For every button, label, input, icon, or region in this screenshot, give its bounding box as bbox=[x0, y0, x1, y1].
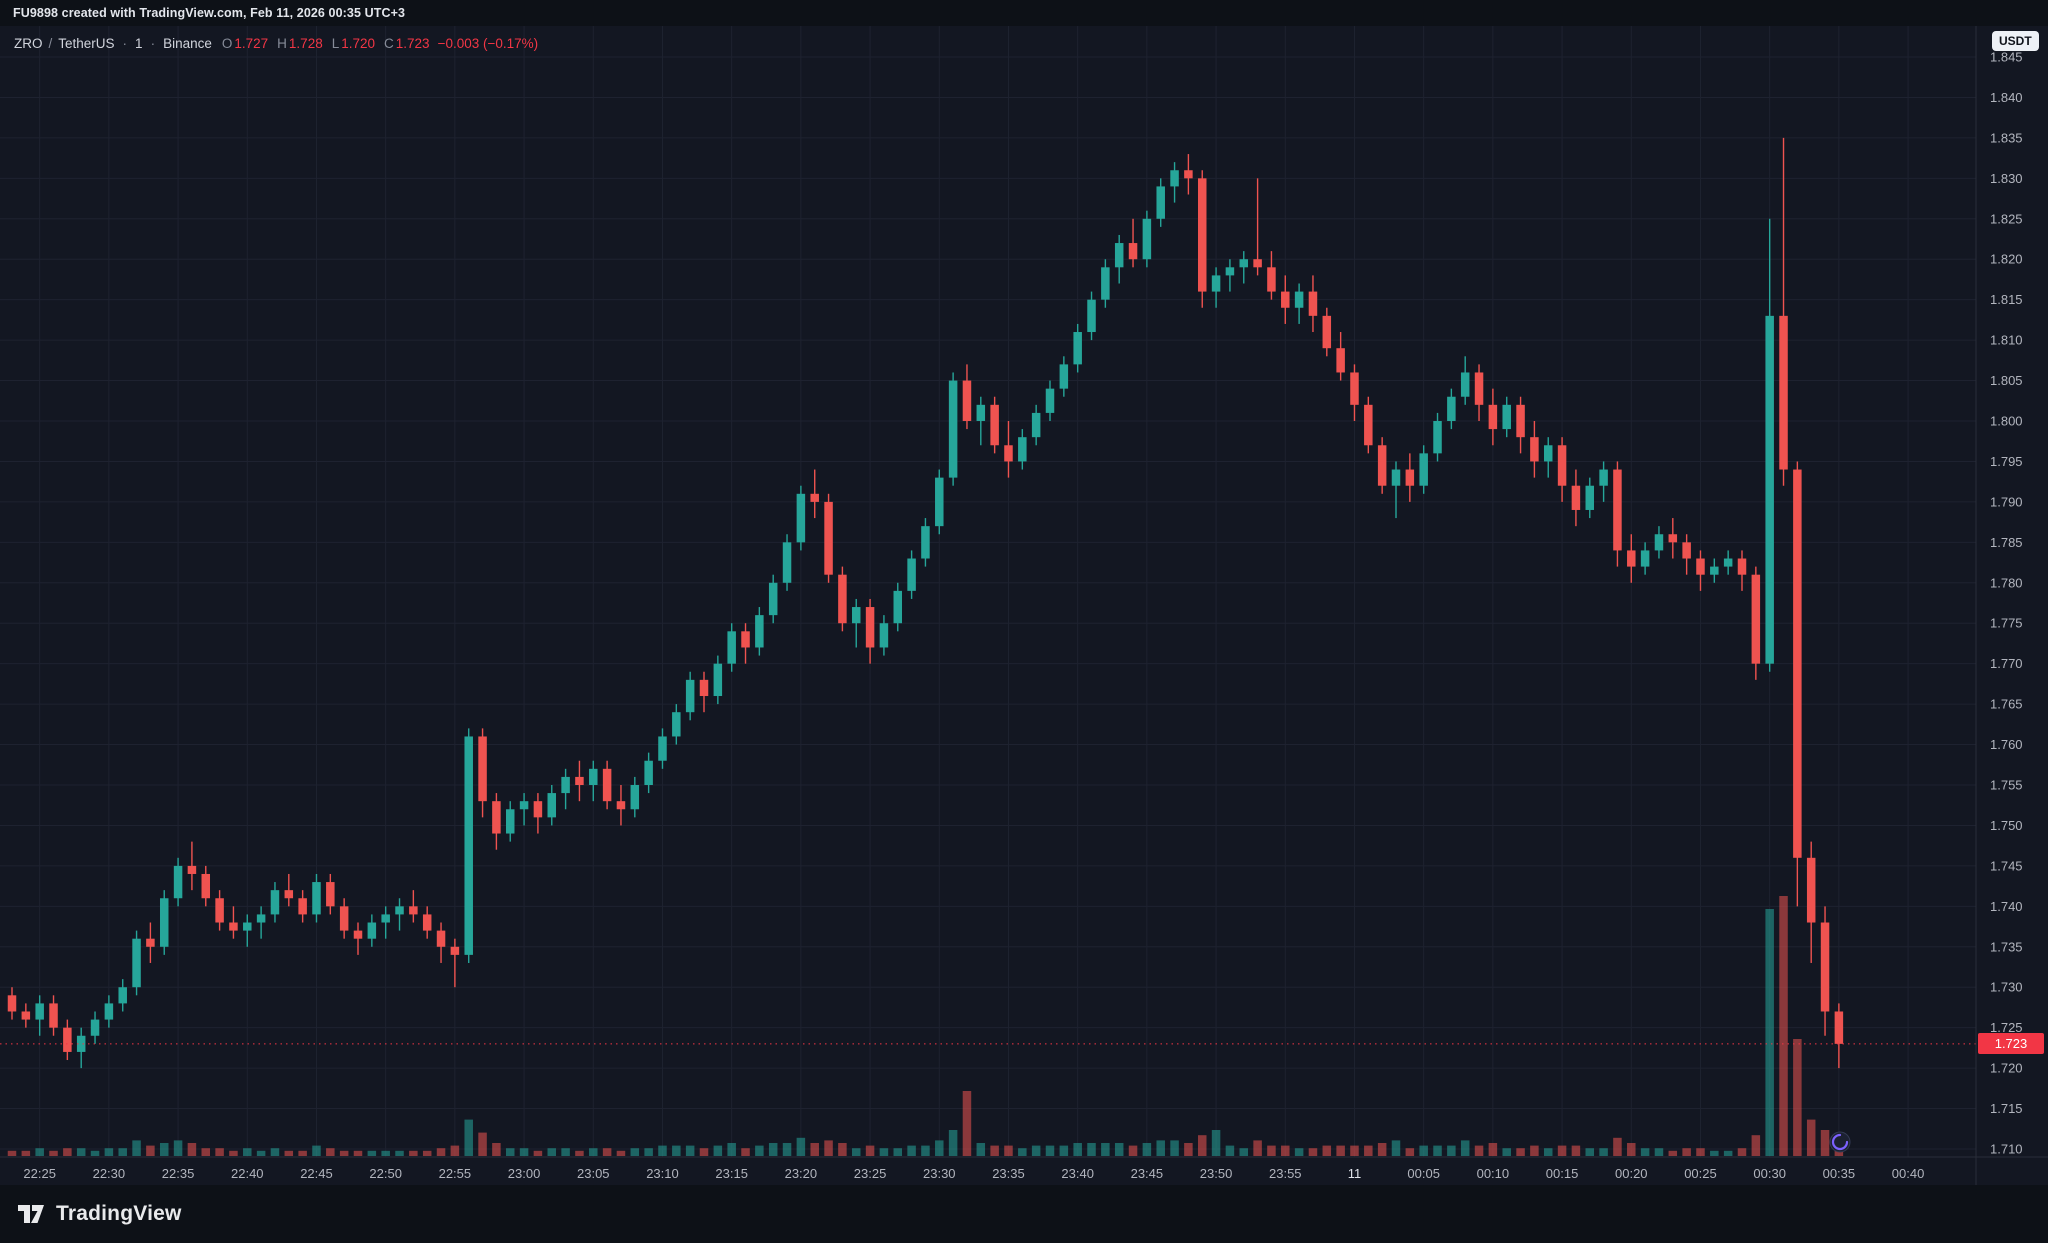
svg-text:22:30: 22:30 bbox=[93, 1166, 126, 1181]
attribution-text: FU9898 created with TradingView.com, Feb… bbox=[13, 6, 406, 20]
event-marker-icon[interactable] bbox=[1829, 1131, 1851, 1153]
symbol-quote: TetherUS bbox=[58, 36, 115, 51]
svg-text:22:55: 22:55 bbox=[439, 1166, 472, 1181]
candles bbox=[7, 137, 1844, 1069]
svg-text:23:35: 23:35 bbox=[992, 1166, 1025, 1181]
symbol-separator: / bbox=[48, 36, 53, 51]
close-value: C 1.723 bbox=[384, 36, 430, 51]
svg-text:1.835: 1.835 bbox=[1990, 130, 2023, 145]
exchange-label: Binance bbox=[163, 36, 212, 51]
tradingview-logo-icon[interactable] bbox=[18, 1202, 46, 1226]
svg-text:1.800: 1.800 bbox=[1990, 414, 2023, 429]
svg-text:00:25: 00:25 bbox=[1684, 1166, 1717, 1181]
svg-text:00:20: 00:20 bbox=[1615, 1166, 1648, 1181]
svg-text:23:45: 23:45 bbox=[1131, 1166, 1164, 1181]
svg-text:22:35: 22:35 bbox=[162, 1166, 195, 1181]
price-axis[interactable]: 1.710 1.715 1.720 1.725 1.730 1.735 1.740 1.745… bbox=[1990, 50, 2023, 1157]
grid-lines bbox=[0, 26, 1976, 1157]
svg-text:23:55: 23:55 bbox=[1269, 1166, 1302, 1181]
svg-text:1.820: 1.820 bbox=[1990, 252, 2023, 267]
separator-dot: · bbox=[150, 36, 156, 51]
svg-text:23:15: 23:15 bbox=[715, 1166, 748, 1181]
svg-text:22:25: 22:25 bbox=[23, 1166, 56, 1181]
last-price-label: 1.723 bbox=[1978, 1033, 2044, 1055]
low-value: L 1.720 bbox=[331, 36, 376, 51]
svg-text:1.725: 1.725 bbox=[1990, 1020, 2023, 1035]
svg-text:1.790: 1.790 bbox=[1990, 494, 2023, 509]
svg-text:1.745: 1.745 bbox=[1990, 858, 2023, 873]
svg-text:1.740: 1.740 bbox=[1990, 899, 2023, 914]
svg-text:1.770: 1.770 bbox=[1990, 656, 2023, 671]
svg-text:1.830: 1.830 bbox=[1990, 171, 2023, 186]
time-axis[interactable]: 22:25 22:30 22:35 22:40 22:45 22:50 22:55 23:00… bbox=[23, 1166, 1924, 1181]
svg-text:23:30: 23:30 bbox=[923, 1166, 956, 1181]
attribution-bar: FU9898 created with TradingView.com, Feb… bbox=[0, 0, 2048, 26]
svg-text:1.735: 1.735 bbox=[1990, 939, 2023, 954]
symbol-legend: ZRO / TetherUS · 1 · Binance O 1.727 H 1.7… bbox=[14, 36, 538, 51]
high-value: H 1.728 bbox=[277, 36, 323, 51]
symbol-title[interactable]: ZRO / TetherUS bbox=[14, 36, 115, 51]
svg-text:23:05: 23:05 bbox=[577, 1166, 610, 1181]
separator-dot: · bbox=[122, 36, 128, 51]
svg-text:1.765: 1.765 bbox=[1990, 697, 2023, 712]
open-value: O 1.727 bbox=[221, 36, 269, 51]
symbol-base: ZRO bbox=[14, 36, 43, 51]
currency-badge: USDT bbox=[1992, 31, 2039, 51]
change-label: −0.003 (−0.17%) bbox=[437, 36, 539, 51]
interval-label[interactable]: 1 bbox=[135, 36, 143, 51]
svg-text:11: 11 bbox=[1348, 1166, 1362, 1181]
svg-text:1.720: 1.720 bbox=[1990, 1061, 2023, 1076]
svg-text:23:50: 23:50 bbox=[1200, 1166, 1233, 1181]
svg-text:1.780: 1.780 bbox=[1990, 575, 2023, 590]
footer-bar: TradingView bbox=[0, 1185, 2048, 1243]
svg-text:1.810: 1.810 bbox=[1990, 333, 2023, 348]
svg-text:1.730: 1.730 bbox=[1990, 980, 2023, 995]
volume-bars bbox=[7, 896, 1844, 1156]
svg-text:1.755: 1.755 bbox=[1990, 778, 2023, 793]
svg-text:1.840: 1.840 bbox=[1990, 90, 2023, 105]
svg-text:1.845: 1.845 bbox=[1990, 50, 2023, 65]
svg-text:00:40: 00:40 bbox=[1892, 1166, 1925, 1181]
svg-text:1.760: 1.760 bbox=[1990, 737, 2023, 752]
svg-text:00:30: 00:30 bbox=[1753, 1166, 1786, 1181]
svg-text:00:10: 00:10 bbox=[1477, 1166, 1510, 1181]
svg-text:23:10: 23:10 bbox=[646, 1166, 679, 1181]
svg-text:1.785: 1.785 bbox=[1990, 535, 2023, 550]
svg-text:1.775: 1.775 bbox=[1990, 616, 2023, 631]
svg-text:23:20: 23:20 bbox=[785, 1166, 818, 1181]
svg-text:1.805: 1.805 bbox=[1990, 373, 2023, 388]
svg-text:23:40: 23:40 bbox=[1061, 1166, 1094, 1181]
svg-text:1.715: 1.715 bbox=[1990, 1101, 2023, 1116]
svg-text:00:05: 00:05 bbox=[1407, 1166, 1440, 1181]
svg-text:23:25: 23:25 bbox=[854, 1166, 887, 1181]
svg-text:23:00: 23:00 bbox=[508, 1166, 541, 1181]
svg-text:1.825: 1.825 bbox=[1990, 211, 2023, 226]
svg-text:00:15: 00:15 bbox=[1546, 1166, 1579, 1181]
ohlc-values: O 1.727 H 1.728 L 1.720 C 1.723 bbox=[222, 36, 430, 51]
svg-text:1.710: 1.710 bbox=[1990, 1142, 2023, 1157]
svg-text:1.750: 1.750 bbox=[1990, 818, 2023, 833]
tradingview-brand[interactable]: TradingView bbox=[56, 1202, 182, 1225]
svg-text:22:45: 22:45 bbox=[300, 1166, 333, 1181]
svg-text:1.795: 1.795 bbox=[1990, 454, 2023, 469]
svg-text:22:40: 22:40 bbox=[231, 1166, 264, 1181]
svg-text:22:50: 22:50 bbox=[369, 1166, 402, 1181]
svg-text:00:35: 00:35 bbox=[1823, 1166, 1856, 1181]
svg-text:1.815: 1.815 bbox=[1990, 292, 2023, 307]
